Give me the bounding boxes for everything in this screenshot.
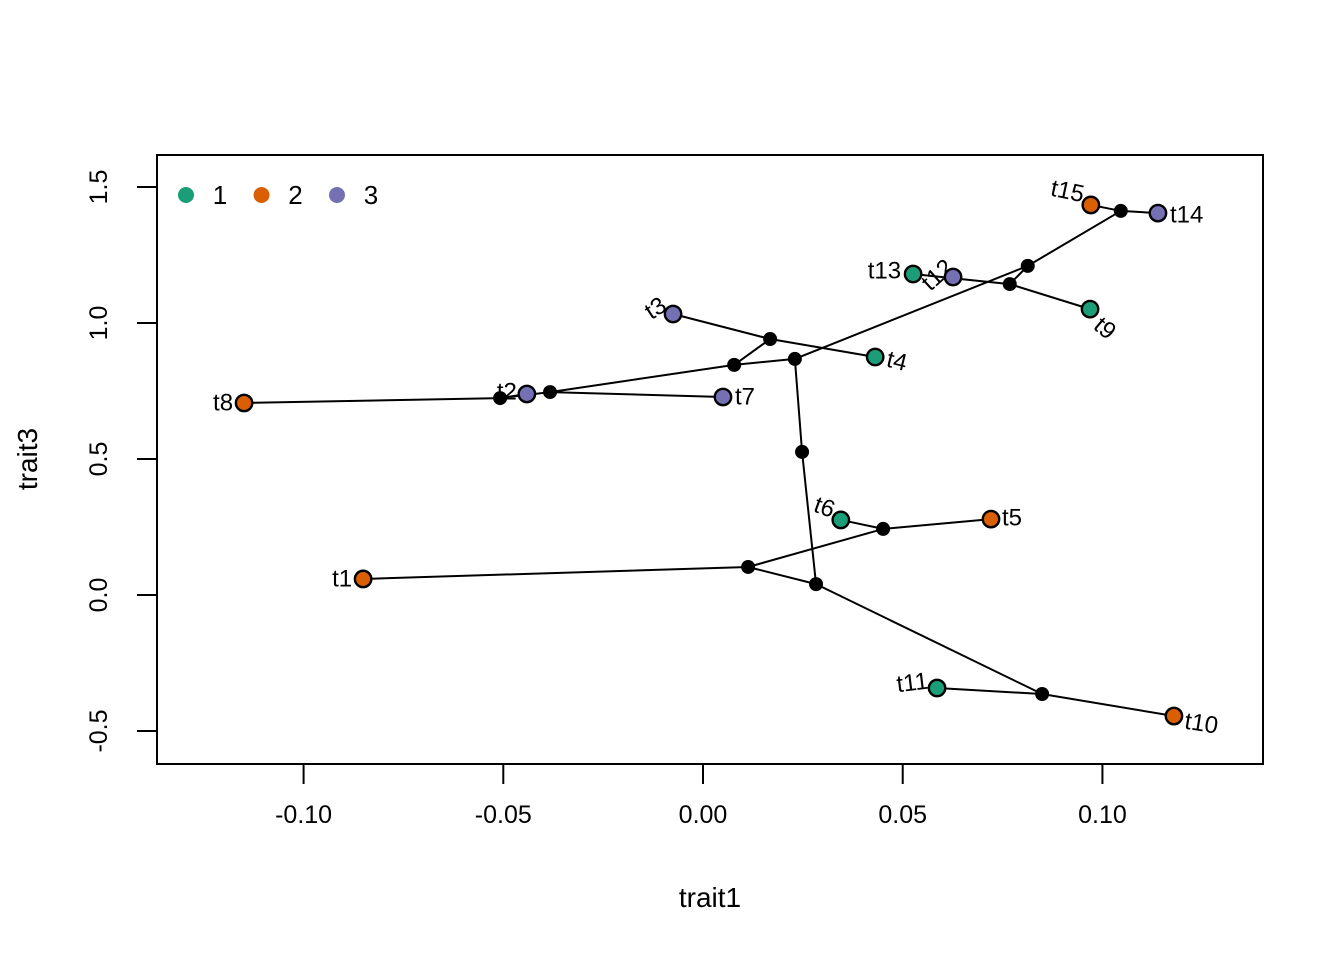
internal-nodes xyxy=(493,203,1128,702)
internal-node-nC xyxy=(727,357,742,372)
y-axis: -0.5 0.0 0.5 1.0 1.5 xyxy=(85,170,157,753)
tip-point-t8 xyxy=(234,393,254,413)
tip-point-t15 xyxy=(1081,195,1101,215)
legend-dot-3 xyxy=(329,187,345,203)
tree-edge xyxy=(793,358,804,453)
x-axis-title: trait1 xyxy=(678,882,742,913)
internal-node-nN3 xyxy=(1002,277,1017,292)
y-tick-label: -0.5 xyxy=(85,709,113,752)
tree-edge xyxy=(244,397,501,404)
legend-dot-2 xyxy=(253,187,270,203)
tip-label-t13: t13 xyxy=(868,258,901,285)
internal-node-nK xyxy=(493,391,508,406)
tree-edge xyxy=(363,565,749,580)
tree-edge xyxy=(747,527,884,568)
tip-point-t6 xyxy=(831,510,851,530)
tree-edge xyxy=(733,338,771,366)
internal-node-nD xyxy=(787,351,802,366)
tip-point-t2 xyxy=(517,384,537,404)
legend-label-3: 3 xyxy=(364,180,378,210)
tree-edge xyxy=(1041,693,1175,718)
internal-node-nN2 xyxy=(1020,258,1035,273)
tree-edge xyxy=(549,363,735,394)
tip-label-t8: t8 xyxy=(213,389,233,416)
tip-label-t11: t11 xyxy=(895,668,930,699)
x-tick-label: 0.05 xyxy=(878,801,927,829)
tip-point-t3 xyxy=(663,304,683,324)
internal-node-nN1 xyxy=(1113,203,1128,218)
tree-edge xyxy=(801,451,818,585)
x-tick-label: -0.05 xyxy=(475,801,532,829)
y-tick-label: 1.5 xyxy=(85,170,113,205)
tip-label-t10: t10 xyxy=(1183,708,1220,740)
tip-point-t12 xyxy=(943,267,963,287)
tip-label-t1: t1 xyxy=(332,565,352,592)
legend-label-2: 2 xyxy=(288,180,302,210)
tip-point-t9 xyxy=(1080,299,1100,319)
tip-label-t14: t14 xyxy=(1170,202,1203,229)
y-tick-label: 0.0 xyxy=(85,578,113,613)
legend-label-1: 1 xyxy=(213,180,227,210)
tip-point-t4 xyxy=(865,347,885,367)
tip-point-t14 xyxy=(1148,203,1168,223)
internal-node-nG xyxy=(741,559,756,574)
legend-dot-1 xyxy=(178,187,194,203)
tip-point-t7 xyxy=(713,387,733,407)
internal-node-nB xyxy=(763,332,778,347)
plot-box xyxy=(156,154,1264,765)
tip-label-t4: t4 xyxy=(884,346,910,377)
x-tick-label: 0.00 xyxy=(679,801,728,829)
tip-point-t5 xyxy=(981,509,1001,529)
tip-points xyxy=(234,195,1184,726)
tree-edge xyxy=(769,338,876,358)
tree-edge xyxy=(734,357,795,366)
tree-edge xyxy=(550,391,724,398)
tree-edge xyxy=(937,687,1043,696)
x-axis: -0.10 -0.05 0.00 0.05 0.10 xyxy=(275,764,1127,829)
internal-node-nJ xyxy=(1035,687,1050,702)
tree-edge xyxy=(1009,283,1091,311)
y-axis-title: trait3 xyxy=(12,427,43,491)
tip-point-t13 xyxy=(903,264,923,284)
internal-node-root xyxy=(795,444,810,459)
tip-label-t7: t7 xyxy=(735,383,755,410)
internal-node-nF xyxy=(876,521,891,536)
legend: 1 2 3 xyxy=(178,180,378,210)
tip-label-t15: t15 xyxy=(1048,175,1086,208)
tip-point-t1 xyxy=(353,569,373,589)
tip-label-t5: t5 xyxy=(1002,505,1022,532)
x-tick-label: -0.10 xyxy=(275,801,332,829)
internal-node-nH xyxy=(809,577,824,592)
y-tick-label: 1.0 xyxy=(85,306,113,341)
tip-point-t10 xyxy=(1164,706,1184,726)
tree-edge xyxy=(883,518,992,530)
tree-edge xyxy=(1027,210,1122,267)
tree-edge xyxy=(747,566,817,586)
tree-edges xyxy=(244,203,1175,718)
tree-edge xyxy=(672,313,771,341)
internal-node-nL xyxy=(543,385,558,400)
tip-point-t11 xyxy=(927,678,947,698)
x-tick-label: 0.10 xyxy=(1078,801,1127,829)
tree-edge xyxy=(815,583,1043,695)
y-tick-label: 0.5 xyxy=(85,442,113,477)
